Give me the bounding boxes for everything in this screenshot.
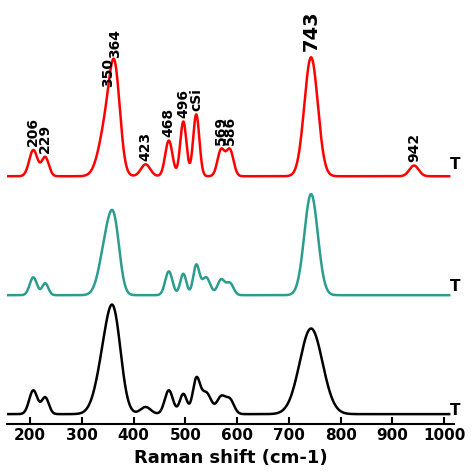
Text: 743: 743 [301, 11, 320, 51]
Text: T: T [450, 403, 461, 418]
Text: 229: 229 [38, 124, 52, 153]
Text: 423: 423 [138, 132, 153, 161]
Text: 496: 496 [176, 89, 191, 118]
Text: 350: 350 [101, 57, 115, 87]
Text: cSi: cSi [189, 88, 203, 111]
Text: T: T [450, 157, 461, 172]
Text: 206: 206 [27, 118, 40, 146]
Text: 942: 942 [407, 133, 421, 162]
Text: 468: 468 [162, 108, 176, 137]
X-axis label: Raman shift (cm-1): Raman shift (cm-1) [134, 449, 328, 467]
Text: 364: 364 [108, 29, 122, 58]
Text: 586: 586 [223, 116, 237, 145]
Text: 569: 569 [214, 116, 228, 145]
Text: T: T [450, 279, 461, 294]
